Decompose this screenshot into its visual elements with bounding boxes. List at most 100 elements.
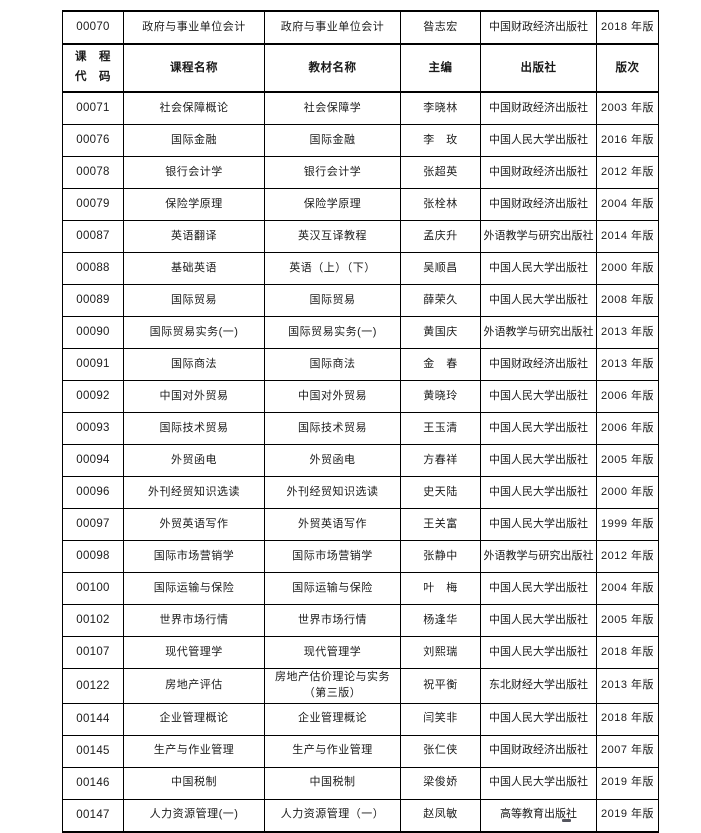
cell-course-code: 00100 (62, 572, 124, 605)
table-row: 00087 英语翻译 英汉互译教程 孟庆升 外语教学与研究出版社 2014 年版 (62, 220, 659, 253)
cell-publisher: 中国人民大学出版社 (480, 412, 597, 445)
cell-course-name: 国际技术贸易 (123, 412, 265, 445)
header-edition: 版次 (596, 43, 659, 93)
cell-publisher: 中国财政经济出版社 (480, 188, 597, 221)
cell-edition: 2013 年版 (596, 348, 659, 381)
cell-publisher: 中国人民大学出版社 (480, 444, 597, 477)
cell-textbook-name: 政府与事业单位会计 (264, 10, 401, 45)
cell-textbook-name: 生产与作业管理 (264, 734, 401, 768)
cell-course-code: 00071 (62, 91, 124, 125)
cell-course-code: 00096 (62, 476, 124, 509)
cell-edition: 2005 年版 (596, 604, 659, 637)
cell-editor: 王玉清 (400, 412, 481, 445)
cell-publisher: 中国财政经济出版社 (480, 348, 597, 381)
cell-publisher: 中国人民大学出版社 (480, 604, 597, 637)
cell-edition: 2012 年版 (596, 156, 659, 189)
cell-editor: 叶 梅 (400, 572, 481, 605)
cell-publisher: 东北财经大学出版社 (480, 668, 597, 704)
cell-course-name: 国际贸易 (123, 284, 265, 317)
table-row: 00102 世界市场行情 世界市场行情 杨逢华 中国人民大学出版社 2005 年… (62, 604, 659, 637)
cell-editor: 薛荣久 (400, 284, 481, 317)
cell-course-code: 00076 (62, 124, 124, 157)
cell-textbook-name: 企业管理概论 (264, 702, 401, 736)
cell-publisher: 中国人民大学出版社 (480, 508, 597, 541)
cell-course-code: 00098 (62, 540, 124, 573)
cell-publisher: 高等教育出版社 (480, 798, 597, 833)
cell-course-name: 世界市场行情 (123, 604, 265, 637)
cell-course-name: 国际金融 (123, 124, 265, 157)
table-row: 00070 政府与事业单位会计 政府与事业单位会计 昝志宏 中国财政经济出版社 … (62, 10, 659, 45)
cell-course-code: 00122 (62, 668, 124, 704)
cell-publisher: 中国人民大学出版社 (480, 572, 597, 605)
table-row: 00096 外刊经贸知识选读 外刊经贸知识选读 史天陆 中国人民大学出版社 20… (62, 476, 659, 509)
cell-course-name: 英语翻译 (123, 220, 265, 253)
cell-edition: 2004 年版 (596, 188, 659, 221)
cell-publisher: 中国人民大学出版社 (480, 380, 597, 413)
cell-course-name: 国际贸易实务(一) (123, 316, 265, 349)
cell-textbook-name: 国际金融 (264, 124, 401, 157)
table-row: 00088 基础英语 英语（上）（下） 吴顺昌 中国人民大学出版社 2000 年… (62, 252, 659, 285)
cell-course-code: 00107 (62, 636, 124, 669)
cell-course-code: 00147 (62, 798, 124, 833)
cell-course-code: 00092 (62, 380, 124, 413)
cell-course-code: 00087 (62, 220, 124, 253)
cell-edition: 2007 年版 (596, 734, 659, 768)
cell-publisher: 中国财政经济出版社 (480, 91, 597, 125)
cell-course-code: 00091 (62, 348, 124, 381)
cell-course-code: 00078 (62, 156, 124, 189)
cell-course-name: 国际商法 (123, 348, 265, 381)
cell-edition: 2005 年版 (596, 444, 659, 477)
table-row: 00076 国际金融 国际金融 李 玫 中国人民大学出版社 2016 年版 (62, 124, 659, 157)
cell-textbook-name: 国际市场营销学 (264, 540, 401, 573)
cell-publisher: 外语教学与研究出版社 (480, 316, 597, 349)
cell-edition: 2018 年版 (596, 702, 659, 736)
cell-edition: 2006 年版 (596, 380, 659, 413)
cell-textbook-name: 外贸英语写作 (264, 508, 401, 541)
cell-course-name: 生产与作业管理 (123, 734, 265, 768)
cell-editor: 梁俊娇 (400, 766, 481, 800)
cell-textbook-name: 银行会计学 (264, 156, 401, 189)
table-row: 00092 中国对外贸易 中国对外贸易 黄晓玲 中国人民大学出版社 2006 年… (62, 380, 659, 413)
cell-textbook-name: 中国税制 (264, 766, 401, 800)
cell-publisher: 中国财政经济出版社 (480, 734, 597, 768)
header-course-code-line2: 代 码 (75, 71, 111, 83)
cell-course-code: 00093 (62, 412, 124, 445)
cell-edition: 2018 年版 (596, 636, 659, 669)
cell-edition: 2013 年版 (596, 316, 659, 349)
cell-course-name: 保险学原理 (123, 188, 265, 221)
cell-edition: 2000 年版 (596, 476, 659, 509)
cell-editor: 方春祥 (400, 444, 481, 477)
cell-editor: 张超英 (400, 156, 481, 189)
cell-course-name: 房地产评估 (123, 668, 265, 704)
cell-edition: 2008 年版 (596, 284, 659, 317)
cell-course-name: 中国对外贸易 (123, 380, 265, 413)
cell-textbook-name: 国际贸易实务(一) (264, 316, 401, 349)
cell-editor: 黄晓玲 (400, 380, 481, 413)
table-header-row: 课 程 代 码 课程名称 教材名称 主编 出版社 版次 (62, 43, 659, 93)
cell-editor: 金 春 (400, 348, 481, 381)
table-row: 00145 生产与作业管理 生产与作业管理 张仁侠 中国财政经济出版社 2007… (62, 734, 659, 768)
cell-publisher: 中国人民大学出版社 (480, 124, 597, 157)
table-row: 00091 国际商法 国际商法 金 春 中国财政经济出版社 2013 年版 (62, 348, 659, 381)
cell-editor: 张静中 (400, 540, 481, 573)
course-textbook-table: 00070 政府与事业单位会计 政府与事业单位会计 昝志宏 中国财政经济出版社 … (62, 10, 659, 833)
cell-course-name: 外贸英语写作 (123, 508, 265, 541)
cell-textbook-name: 外贸函电 (264, 444, 401, 477)
cell-textbook-name: 国际贸易 (264, 284, 401, 317)
cell-editor: 孟庆升 (400, 220, 481, 253)
cell-course-code: 00097 (62, 508, 124, 541)
cell-course-code: 00070 (62, 10, 124, 45)
cell-edition: 2000 年版 (596, 252, 659, 285)
cell-edition: 2014 年版 (596, 220, 659, 253)
table-row: 00147 人力资源管理(一) 人力资源管理（一） 赵凤敏 高等教育出版社 20… (62, 798, 659, 833)
table-body: 00070 政府与事业单位会计 政府与事业单位会计 昝志宏 中国财政经济出版社 … (62, 10, 659, 833)
cell-textbook-name: 国际商法 (264, 348, 401, 381)
cell-textbook-name: 中国对外贸易 (264, 380, 401, 413)
cell-course-code: 00102 (62, 604, 124, 637)
cell-course-name: 国际运输与保险 (123, 572, 265, 605)
cell-textbook-name: 外刊经贸知识选读 (264, 476, 401, 509)
cell-textbook-name: 现代管理学 (264, 636, 401, 669)
table-row: 00094 外贸函电 外贸函电 方春祥 中国人民大学出版社 2005 年版 (62, 444, 659, 477)
cell-course-name: 国际市场营销学 (123, 540, 265, 573)
cell-course-code: 00145 (62, 734, 124, 768)
